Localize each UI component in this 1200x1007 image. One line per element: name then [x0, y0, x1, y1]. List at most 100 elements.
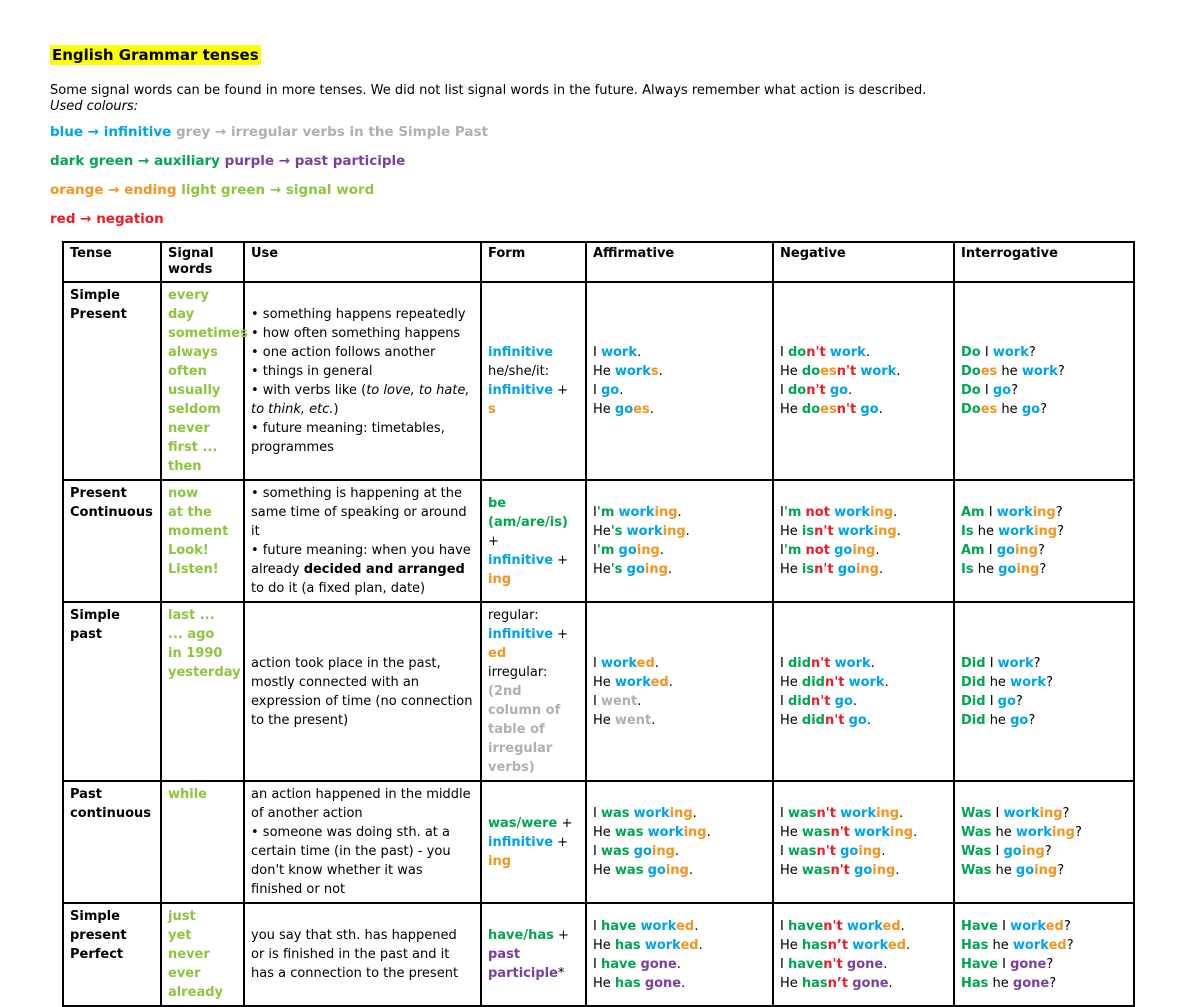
cell-interrogative: Did I work? Did he work? Did I go? Did he g… [953, 601, 1135, 782]
cell-form: regular: infinitive + ed irregular: (2nd col… [480, 601, 587, 782]
text-line: to the present) [251, 712, 349, 728]
text-line: He isn't going. [780, 562, 884, 577]
text-line: I was working. [593, 806, 697, 821]
signal-word: ever [168, 966, 201, 981]
cell-affirmative: I have worked. He has worked. I have gone.… [585, 902, 774, 1007]
legend-line-blue-grey: blue → infinitive grey → irregular verbs… [50, 124, 489, 140]
text-line: He doesn't go. [780, 402, 883, 417]
text-line: I haven't gone. [780, 956, 888, 972]
signal-word: never [168, 421, 210, 436]
cell-tense: Simple past [62, 601, 162, 782]
signal-word: then [168, 459, 202, 474]
text-line: I'm working. [593, 505, 682, 520]
text-line: I have worked. [593, 918, 699, 934]
cell-interrogative: Am I working? Is he working? Am I going? Is… [953, 479, 1135, 603]
text-line: I wasn't going. [780, 844, 886, 859]
legend-line-red: red → negation [50, 211, 164, 227]
text-line: He didn't go. [780, 712, 871, 728]
text-line: Is he going? [961, 562, 1047, 577]
text-line: (2nd column of table of irregular verbs) [488, 684, 561, 775]
cell-use: action took place in the past, mostly co… [243, 601, 482, 782]
text-line: He's going. [593, 562, 673, 577]
signal-word: never [168, 947, 210, 962]
signal-word: yet [168, 928, 192, 943]
text-line: He didn't work. [780, 674, 889, 690]
text-line: He isn't working. [780, 524, 901, 539]
text-line: He wasn't working. [780, 825, 918, 840]
text-line: Does he work? [961, 364, 1065, 379]
text-line: infinitive + [488, 834, 569, 850]
text-line: regular: [488, 608, 539, 623]
text-line: was/were + [488, 815, 573, 831]
text-line: infinitive [488, 345, 554, 360]
table-row: Simple past last ... ... ago in 1990 yesterd… [62, 601, 1135, 782]
text-line: Was I going? [961, 844, 1052, 859]
text-line: Has he worked? [961, 937, 1074, 953]
text-line: Did I work? [961, 655, 1041, 671]
text-line: infinitive + [488, 552, 569, 568]
text-line: I didn't work. [780, 655, 875, 671]
text-line: He wasn't going. [780, 863, 900, 878]
text-line: + [488, 533, 499, 549]
text-line: He hasn’t gone. [780, 975, 893, 991]
text-line: infinitive + [488, 627, 569, 642]
signal-word: while [168, 787, 207, 802]
cell-interrogative: Was I working? Was he working? Was I going… [953, 780, 1135, 904]
text-line: He works. [593, 364, 663, 379]
text-line: • something is happening at the same tim… [251, 486, 467, 539]
cell-signal-words: every day sometimes always often usually seld… [160, 281, 248, 481]
cell-signal-words: last ... ... ago in 1990 yesterday [160, 601, 245, 782]
text-line: He hasn’t worked. [780, 937, 911, 953]
signal-word: ... ago [168, 627, 215, 642]
table-row: Past continuous while an action happened i… [62, 780, 1135, 904]
cell-use: • something happens repeatedly • how ofte… [243, 281, 482, 481]
text-line: Did I go? [961, 693, 1023, 709]
text-line: an action happened in the middle of anot… [251, 787, 471, 821]
text-line: I go. [593, 383, 624, 398]
column-header-use: Use [243, 241, 482, 283]
text-line: I'm not working. [780, 505, 898, 520]
text-line: infinitive + s [488, 383, 569, 417]
text-line: irregular: [488, 665, 548, 680]
text-line: I don't work. [780, 345, 870, 360]
text-line: I was going. [593, 844, 680, 859]
cell-affirmative: I'm working. He's working. I'm going. He's … [585, 479, 774, 603]
text-line: Was he going? [961, 863, 1065, 878]
text-line: • future meaning: when you have already … [251, 543, 471, 596]
signal-word: just [168, 909, 196, 924]
cell-use: you say that sth. has happened or is fin… [243, 902, 482, 1007]
text-line: He has worked. [593, 937, 703, 953]
cell-use: • something is happening at the same tim… [243, 479, 482, 603]
text-line: I didn't go. [780, 693, 858, 709]
text-line: Has he gone? [961, 975, 1057, 991]
signal-word: now [168, 486, 199, 501]
intro-text: Some signal words can be found in more t… [50, 83, 927, 98]
text-line: Have I worked? [961, 918, 1071, 934]
text-line: • with verbs like (to love, to hate, to … [251, 383, 470, 417]
text-line: I don't go. [780, 383, 853, 398]
cell-tense: Simple present Perfect [62, 902, 162, 1007]
cell-tense: Simple Present [62, 281, 162, 481]
text-line: I have gone. [593, 956, 681, 972]
signal-word: Listen! [168, 562, 219, 577]
signal-word: Look! [168, 543, 209, 558]
colour-legend: blue → infinitive grey → irregular verbs… [50, 124, 1200, 227]
cell-signal-words: now at the moment Look! Listen! [160, 479, 245, 603]
text-line: • how often something happens [251, 326, 461, 341]
signal-word: in 1990 [168, 646, 223, 661]
text-line: • someone was doing sth. at a certain ti… [251, 825, 451, 897]
text-line: He's working. [593, 524, 690, 539]
column-header-interrogative: Interrogative [953, 241, 1135, 283]
text-line: I went. [593, 693, 642, 709]
text-line: He was working. [593, 825, 711, 840]
text-line: Is he working? [961, 524, 1065, 539]
cell-tense: Present Continuous [62, 479, 162, 603]
text-line: be [488, 495, 507, 511]
tenses-table: Tense Signal words Use Form Affirmative … [62, 241, 1135, 1007]
text-line: have/has + [488, 928, 569, 943]
signal-word: every day [168, 288, 209, 322]
cell-form: infinitive he/she/it: infinitive + s [480, 281, 587, 481]
signal-word: yesterday [168, 665, 241, 680]
text-line: • one action follows another [251, 345, 436, 360]
